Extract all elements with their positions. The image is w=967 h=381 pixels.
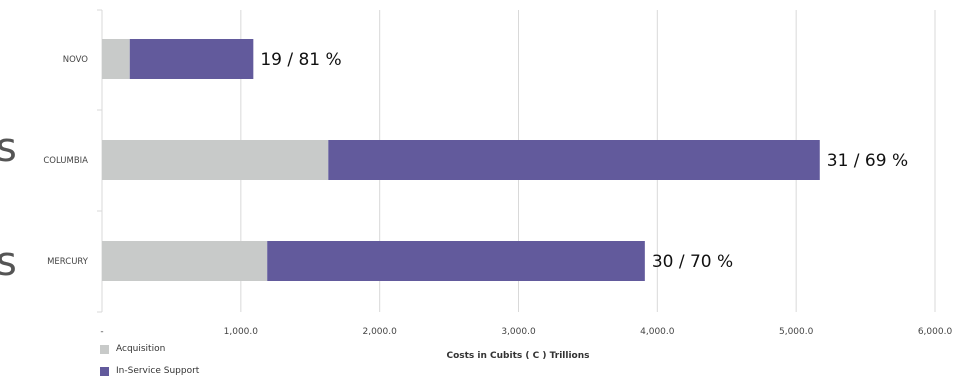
legend-label-in-service-support: In-Service Support <box>116 366 200 376</box>
category-label: NOVO <box>63 55 89 65</box>
data-label: 31 / 69 % <box>827 151 908 171</box>
legend-item-acquisition: Acquisition <box>100 344 165 354</box>
stray-text-fragment: s <box>0 125 17 171</box>
x-tick-label: 6,000.0 <box>918 327 953 337</box>
legend-label-acquisition: Acquisition <box>116 344 166 354</box>
x-tick-label: 5,000.0 <box>779 327 814 337</box>
legend-swatch-acquisition <box>100 344 109 354</box>
bar-acquisition-mercury <box>102 241 268 281</box>
x-tick-label: 4,000.0 <box>640 327 675 337</box>
category-label: MERCURY <box>47 257 89 267</box>
data-label: 30 / 70 % <box>652 252 733 272</box>
data-label: 19 / 81 % <box>260 50 341 70</box>
bar-in-service-support-columbia <box>328 140 820 180</box>
bar-acquisition-columbia <box>102 140 329 180</box>
category-label: COLUMBIA <box>43 156 88 166</box>
bar-in-service-support-novo <box>129 39 254 79</box>
x-tick-label: 2,000.0 <box>362 327 397 337</box>
x-tick-label: 3,000.0 <box>501 327 536 337</box>
legend-item-in-service-support: In-Service Support <box>100 366 199 376</box>
bar-in-service-support-mercury <box>267 241 645 281</box>
x-axis-title: Costs in Cubits ( C ) Trillions <box>446 351 589 361</box>
x-tick-label: - <box>100 327 103 337</box>
x-tick-label: 1,000.0 <box>224 327 259 337</box>
bar-acquisition-novo <box>102 39 130 79</box>
legend-swatch-in-service-support <box>100 366 109 376</box>
stray-text-fragment: s <box>0 239 17 285</box>
